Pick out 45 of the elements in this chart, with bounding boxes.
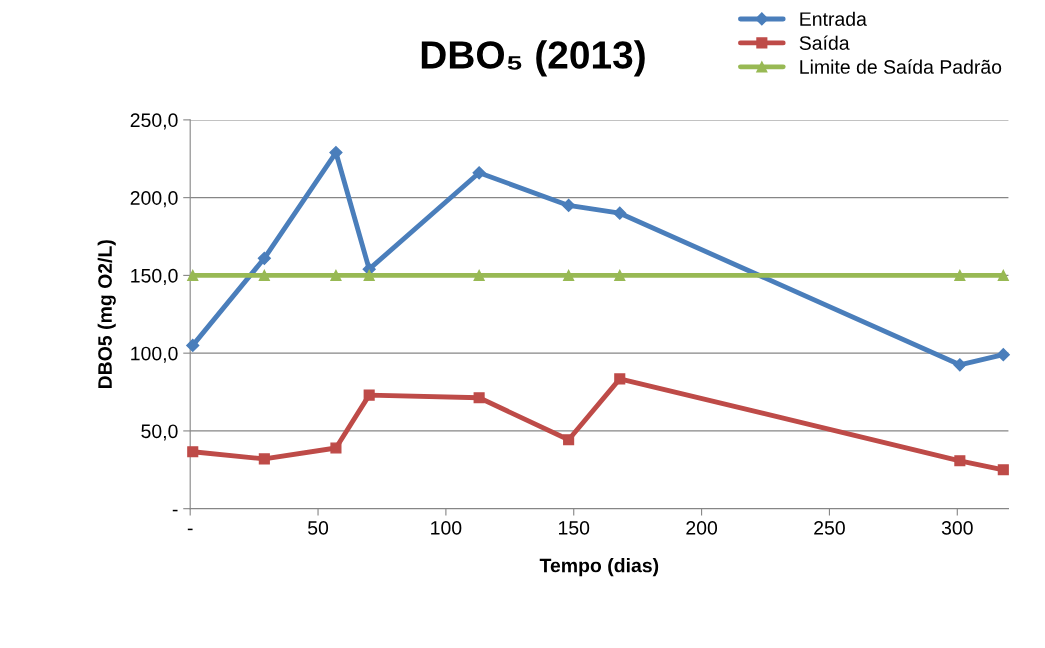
x-tick-label: 50 bbox=[308, 521, 329, 535]
y-tick-label: 200,0 bbox=[130, 191, 178, 208]
point bbox=[954, 455, 966, 467]
point bbox=[954, 269, 966, 281]
point bbox=[363, 389, 375, 401]
point bbox=[329, 145, 343, 160]
y-tick-label: - bbox=[172, 509, 178, 512]
point bbox=[187, 269, 199, 281]
point bbox=[953, 358, 967, 372]
y-tick-label: 100,0 bbox=[131, 346, 178, 363]
point bbox=[996, 348, 1010, 362]
point bbox=[258, 269, 270, 281]
point bbox=[562, 198, 576, 213]
point bbox=[997, 464, 1009, 476]
legend-label: Saída bbox=[799, 35, 850, 50]
point bbox=[330, 269, 342, 281]
legend-label: Entrada bbox=[800, 11, 867, 26]
point bbox=[330, 442, 342, 454]
legend-label: Limite de Saída Padrão bbox=[800, 59, 1002, 74]
point bbox=[997, 269, 1009, 281]
y-tick-label: 250,0 bbox=[130, 113, 178, 130]
y-tick-label: 150,0 bbox=[131, 268, 178, 285]
x-axis-title: Tempo (dias) bbox=[539, 558, 659, 577]
x-tick-label: 250 bbox=[814, 521, 845, 535]
point bbox=[563, 434, 575, 446]
point bbox=[614, 269, 626, 281]
point bbox=[363, 269, 375, 281]
x-tick-label: 200 bbox=[686, 521, 718, 535]
point bbox=[614, 373, 626, 385]
x-tick-label: 100 bbox=[431, 521, 462, 535]
point bbox=[472, 166, 486, 180]
x-tick-label: - bbox=[187, 528, 193, 531]
point bbox=[613, 206, 627, 220]
point bbox=[563, 269, 575, 281]
point bbox=[473, 269, 485, 281]
y-tick-label: 50,0 bbox=[141, 424, 178, 441]
point bbox=[257, 251, 271, 265]
point bbox=[473, 392, 485, 404]
y-axis-title: DBO5 (mg O2/L) bbox=[97, 240, 116, 389]
x-tick-label: 150 bbox=[559, 521, 590, 535]
x-tick-label: 300 bbox=[941, 521, 973, 535]
chart-title: DBO₅ (2013) bbox=[421, 40, 645, 77]
point bbox=[258, 453, 270, 465]
point bbox=[187, 446, 199, 458]
point bbox=[186, 338, 200, 352]
